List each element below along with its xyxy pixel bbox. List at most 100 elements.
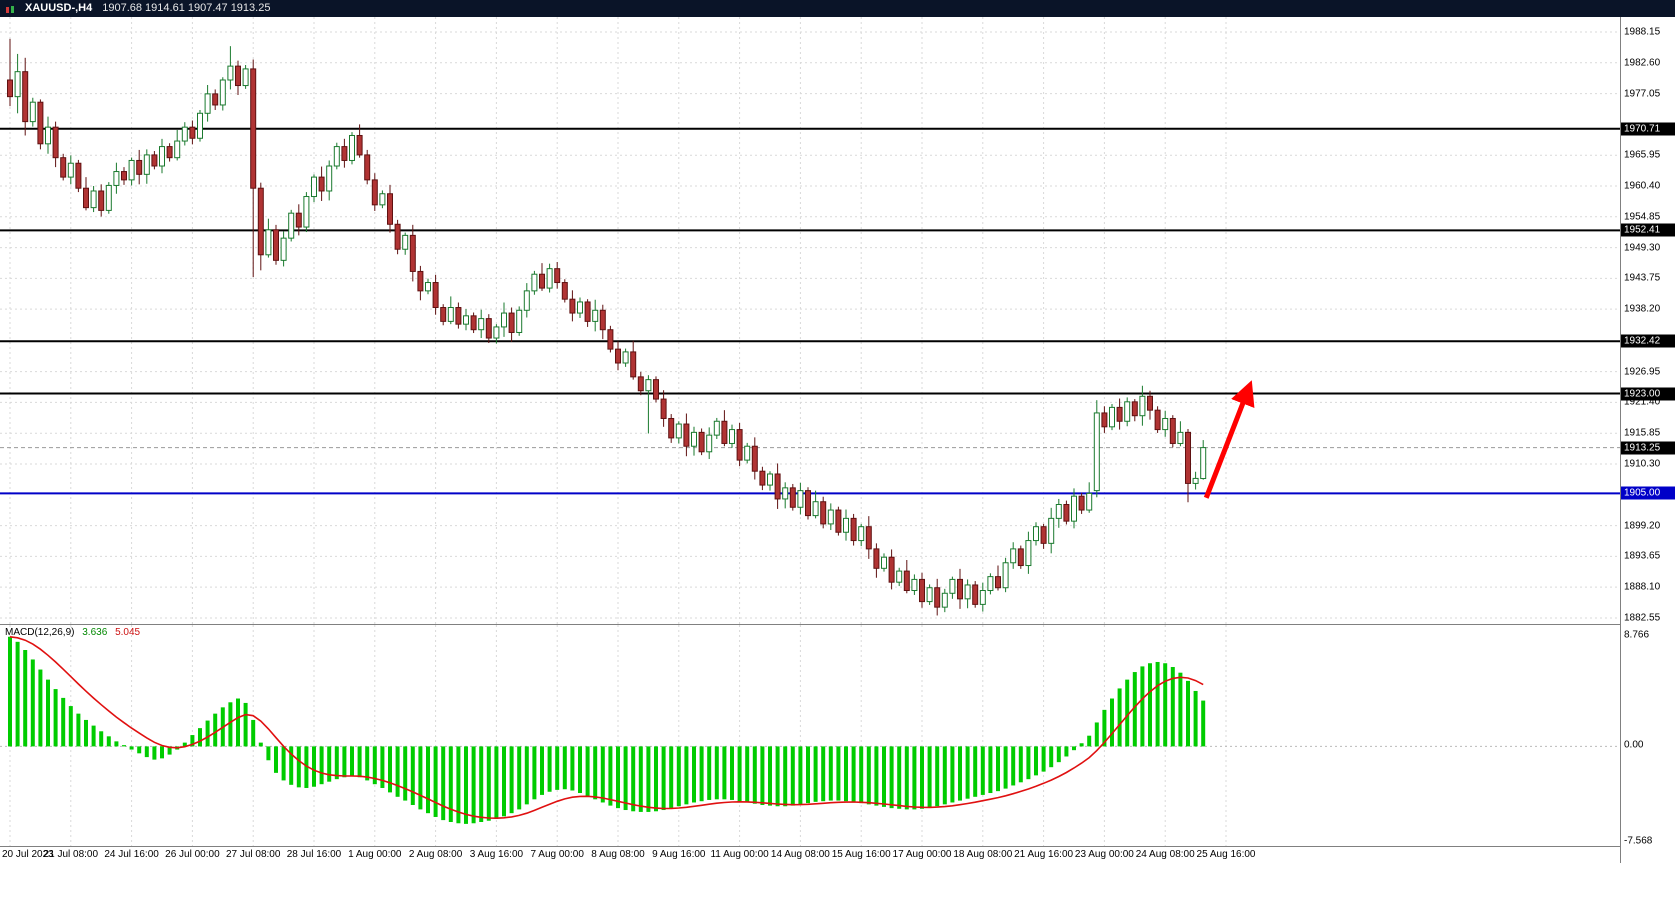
macd-bar [1132,672,1137,747]
candle-body [1162,417,1169,431]
macd-bar [46,679,50,747]
candle-body [934,587,941,608]
candle-body [911,578,918,592]
candle-body [1033,526,1039,542]
macd-bar [1201,700,1206,747]
candle-body [592,309,599,322]
macd-bar [182,742,187,747]
candle-body [1169,417,1176,444]
macd-bar [1049,746,1054,768]
candle-body [235,65,241,87]
macd-bar [342,746,347,778]
macd-bar [441,746,446,821]
price-tick-label: 1910.30 [1624,458,1661,470]
candle-body [1017,548,1024,567]
macd-bar [1072,746,1076,751]
macd-bar [699,746,704,802]
macd-bar [524,746,529,805]
macd-bar [1125,679,1130,747]
candle-body [508,312,515,333]
macd-bar [1026,746,1031,780]
candle-body [265,229,272,256]
candle-body [1002,562,1009,589]
candle-body [227,65,234,81]
price-tick-label: 1882.55 [1624,612,1661,624]
macd-bar [707,746,712,800]
macd-bar [319,746,324,785]
macd-bar [205,720,210,747]
time-label: 15 Aug 16:00 [831,849,891,860]
macd-bar [106,736,111,747]
candle-body [493,326,500,339]
candle-body [45,126,51,145]
macd-bar [631,746,636,812]
candle-body [926,587,933,603]
macd-bar [927,746,932,808]
candle-body [607,329,614,350]
candle-body [52,126,59,159]
macd-signal-value: 5.045 [115,627,141,638]
macd-bar [266,746,271,761]
trend-arrow-annotation[interactable] [1203,380,1255,499]
candle-body [546,268,553,289]
candle-body [485,318,492,339]
macd-bar [494,746,499,819]
macd-bar [669,746,674,809]
horizontal-levels [0,127,1620,495]
macd-bar [388,746,392,793]
candle-body [60,157,67,178]
candle-body [364,154,371,181]
candle-body [22,71,29,123]
macd-signal-line [9,636,1204,820]
macd-bar [950,746,955,803]
macd-bar [403,746,408,801]
macd-bar [745,746,750,803]
candle-body [371,179,378,206]
macd-bar [274,746,278,773]
price-tick-label: 1921.40 [1624,396,1661,408]
candle-body [288,212,295,239]
candle-body [440,307,447,322]
macd-bar [167,746,172,755]
candle-body [250,68,257,189]
time-axis[interactable]: 20 Jul 2023 21 Jul 08:00 24 Jul 16:00 26 Ju… [0,846,1620,864]
macd-bar [213,713,218,747]
candle-body [979,590,986,605]
candle-body [151,154,158,167]
candle-body [379,193,386,206]
macd-bar [540,746,544,795]
macd-bar [137,746,142,754]
price-chart[interactable] [0,17,1620,624]
macd-bar [76,713,81,747]
candle-body [903,570,910,592]
macd-bar [410,746,415,805]
candle-body [29,101,36,123]
candle-body [1086,492,1093,511]
macd-bar [228,702,233,747]
price-axis[interactable]: 1988.15 1982.60 1977.05 1965.95 1960.40 1954.… [1620,17,1675,863]
candle-body [136,159,143,175]
candle-body [835,509,842,533]
candle-body [949,578,956,594]
macd-bar [638,746,643,812]
macd-bar [578,746,582,794]
macd-bar [251,719,256,747]
price-level-label: 1913.25 [1621,441,1675,455]
candle-body [1116,406,1123,422]
candle-body [827,509,834,525]
macd-bar [714,746,719,800]
candle-body [1040,526,1047,544]
macd-bar [684,746,689,805]
macd-bar [1163,663,1168,747]
time-label: 27 Jul 08:00 [225,849,281,860]
candle-body [858,526,865,542]
macd-bar [920,746,924,809]
candle-body [1048,517,1055,544]
macd-bar [547,746,552,792]
candle-body [1063,503,1070,522]
macd-bar [821,746,826,802]
candle-body [98,190,105,211]
macd-pane[interactable] [0,624,1620,847]
chart-symbol-timeframe: XAUUSD-,H4 [25,2,93,14]
macd-bar [593,746,598,800]
